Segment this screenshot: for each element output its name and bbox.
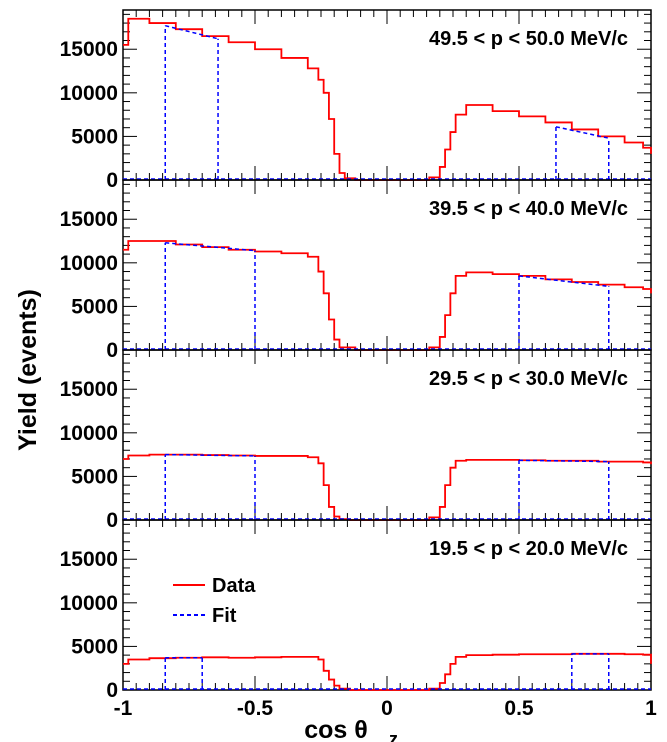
- panel-label: 29.5 < p < 30.0 MeV/c: [429, 368, 628, 390]
- y-tick-label: 10000: [60, 422, 118, 445]
- x-tick-label: 1: [645, 697, 657, 720]
- y-tick-label: 15000: [60, 378, 118, 401]
- y-tick-label: 5000: [71, 125, 118, 148]
- x-tick-label: 0.5: [504, 697, 534, 720]
- fit-curve: [518, 275, 609, 288]
- fit-curve: [165, 24, 219, 40]
- y-tick-label: 10000: [60, 82, 118, 105]
- legend-label-fit: Fit: [212, 605, 237, 627]
- fit-curve: [555, 126, 609, 139]
- y-axis-title: Yield (events): [14, 289, 42, 451]
- y-tick-label: 0: [106, 509, 118, 532]
- legend-label-data: Data: [212, 575, 256, 597]
- panel-label: 49.5 < p < 50.0 MeV/c: [429, 28, 628, 50]
- x-tick-label: -1: [114, 697, 133, 720]
- y-tick-label: 5000: [71, 635, 118, 658]
- data-histogram: [123, 652, 652, 691]
- y-tick-label: 10000: [60, 252, 118, 275]
- x-tick-label: 0: [381, 697, 393, 720]
- panel-4: 0 5000 10000 15000 19.5 < p < 20.0 MeV/c: [60, 519, 652, 702]
- y-tick-label: 10000: [60, 592, 118, 615]
- y-tick-label: 15000: [60, 208, 118, 231]
- x-axis-title-main: cos θ: [304, 716, 368, 742]
- y-tick-label: 5000: [71, 295, 118, 318]
- panel-3: 0 5000 10000 15000 29.5 < p < 30.0 MeV/c: [60, 349, 652, 532]
- panel-label: 19.5 < p < 20.0 MeV/c: [429, 538, 628, 560]
- y-tick-label: 15000: [60, 38, 118, 61]
- y-tick-label: 5000: [71, 465, 118, 488]
- y-tick-label: 0: [106, 679, 118, 702]
- x-tick-label: -0.5: [237, 697, 274, 720]
- y-tick-label: 15000: [60, 548, 118, 571]
- fit-curve: [165, 453, 256, 457]
- legend: Data Fit: [173, 575, 256, 627]
- y-tick-label: 0: [106, 169, 118, 192]
- x-axis-title: cos θ z: [304, 716, 398, 742]
- fit-curve: [518, 459, 609, 463]
- fit-curve: [165, 242, 256, 252]
- panel-label: 39.5 < p < 40.0 MeV/c: [429, 198, 628, 220]
- panel-2: 0 5000 10000 15000 39.5 < p < 40.0 MeV/c: [60, 179, 652, 362]
- x-axis-title-sub: z: [389, 729, 398, 742]
- panel-1: 0 5000 10000 15000 49.5 < p < 50.0 MeV/c: [60, 9, 652, 192]
- data-histogram: [123, 240, 652, 351]
- y-tick-label: 0: [106, 339, 118, 362]
